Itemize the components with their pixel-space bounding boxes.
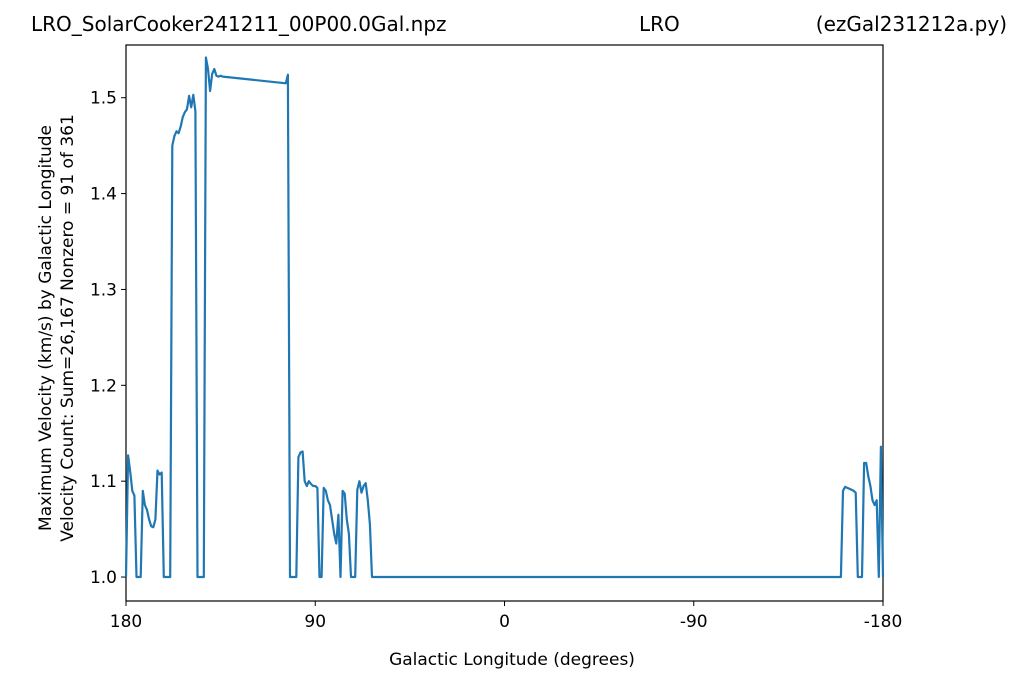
plot-frame (125, 44, 884, 602)
y-axis-label-line2: Velocity Count: Sum=26,167 Nonzero = 91 … (58, 114, 78, 542)
y-axis-ticks: 1.0 1.1 1.2 1.3 1.4 1.5 (90, 89, 126, 588)
series-line (124, 56, 885, 579)
x-tick-label: 180 (110, 612, 142, 632)
x-axis-ticks: 180 90 0 -90 -180 (110, 601, 903, 632)
y-tick-label: 1.5 (90, 89, 117, 109)
x-axis-label: Galactic Longitude (degrees) (389, 650, 635, 670)
y-tick-label: 1.4 (90, 185, 117, 205)
title-left: LRO_SolarCooker241211_00P00.0Gal.npz (31, 12, 447, 36)
x-tick-label: -90 (680, 612, 708, 632)
y-tick-label: 1.2 (90, 376, 117, 396)
x-tick-label: -180 (864, 612, 903, 632)
x-tick-label: 90 (304, 612, 326, 632)
y-axis-label: Maximum Velocity (km/s) by Galactic Long… (36, 114, 78, 542)
title-center: LRO (639, 12, 680, 36)
x-tick-label: 0 (499, 612, 510, 632)
y-tick-label: 1.0 (90, 568, 117, 588)
chart-title: LRO_SolarCooker241211_00P00.0Gal.npz LRO… (31, 12, 1007, 36)
y-tick-label: 1.3 (90, 280, 117, 300)
y-axis-label-line1: Maximum Velocity (km/s) by Galactic Long… (36, 125, 56, 531)
title-right: (ezGal231212a.py) (816, 12, 1007, 36)
y-tick-label: 1.1 (90, 472, 117, 492)
